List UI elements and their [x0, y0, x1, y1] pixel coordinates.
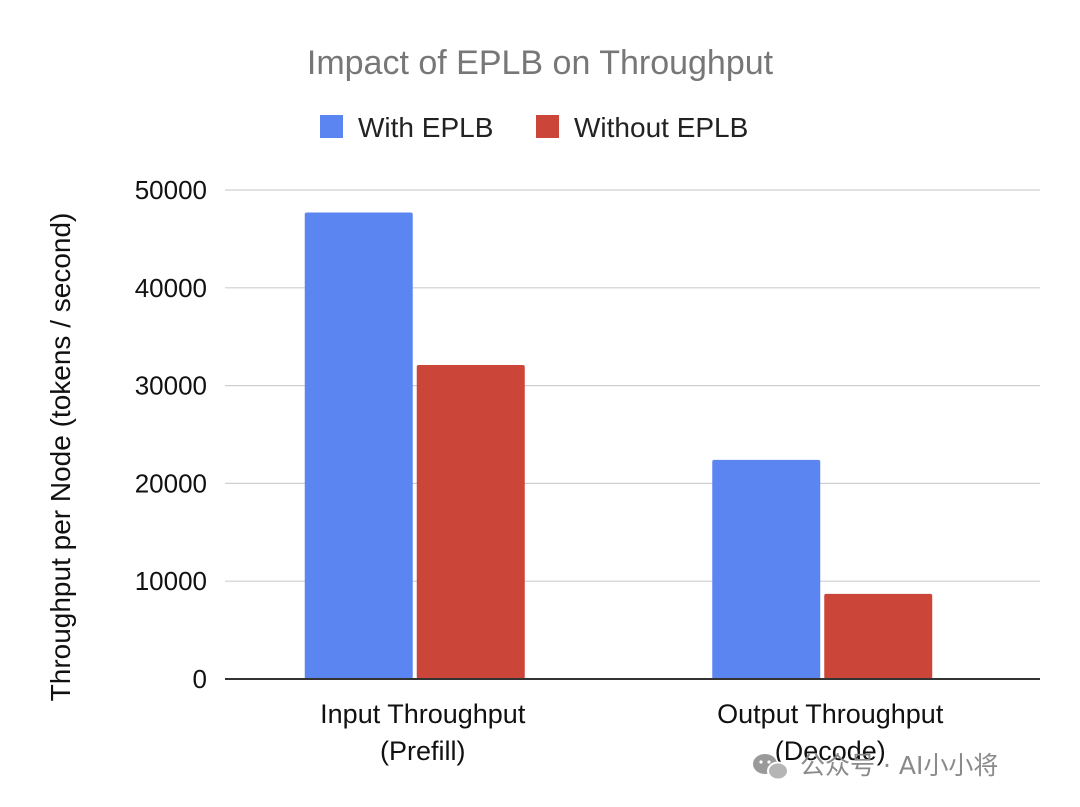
watermark: 公众号 · AI小小将 [753, 751, 998, 781]
x-category-label: (Decode) [775, 736, 886, 766]
wechat-icon [753, 754, 789, 781]
y-tick-label: 20000 [135, 468, 207, 498]
y-tick-label: 40000 [135, 273, 207, 303]
bars [304, 212, 933, 679]
x-category-label: Output Throughput [717, 699, 944, 729]
bar-1-0 [416, 365, 525, 679]
x-category-label: Input Throughput [320, 699, 526, 729]
watermark-text: 公众号 · AI小小将 [800, 751, 998, 780]
bar-0-0 [304, 212, 413, 679]
legend: With EPLB Without EPLB [320, 112, 748, 143]
x-axis-categories: Input Throughput (Prefill) Output Throughp… [320, 699, 944, 766]
bar-1-1 [824, 593, 933, 679]
chart-title: Impact of EPLB on Throughput [307, 44, 774, 82]
y-axis-label: Throughput per Node (tokens / second) [45, 213, 76, 702]
legend-label-0: With EPLB [358, 112, 493, 143]
legend-swatch-0 [320, 115, 343, 138]
x-category-label: (Prefill) [380, 736, 466, 766]
bar-0-1 [712, 459, 821, 679]
legend-label-1: Without EPLB [574, 112, 748, 143]
y-tick-label: 10000 [135, 566, 207, 596]
y-axis-ticks: 0 10000 20000 30000 40000 50000 [135, 175, 207, 694]
legend-swatch-1 [536, 115, 559, 138]
y-tick-label: 30000 [135, 371, 207, 401]
y-tick-label: 50000 [135, 175, 207, 205]
y-tick-label: 0 [193, 664, 207, 694]
